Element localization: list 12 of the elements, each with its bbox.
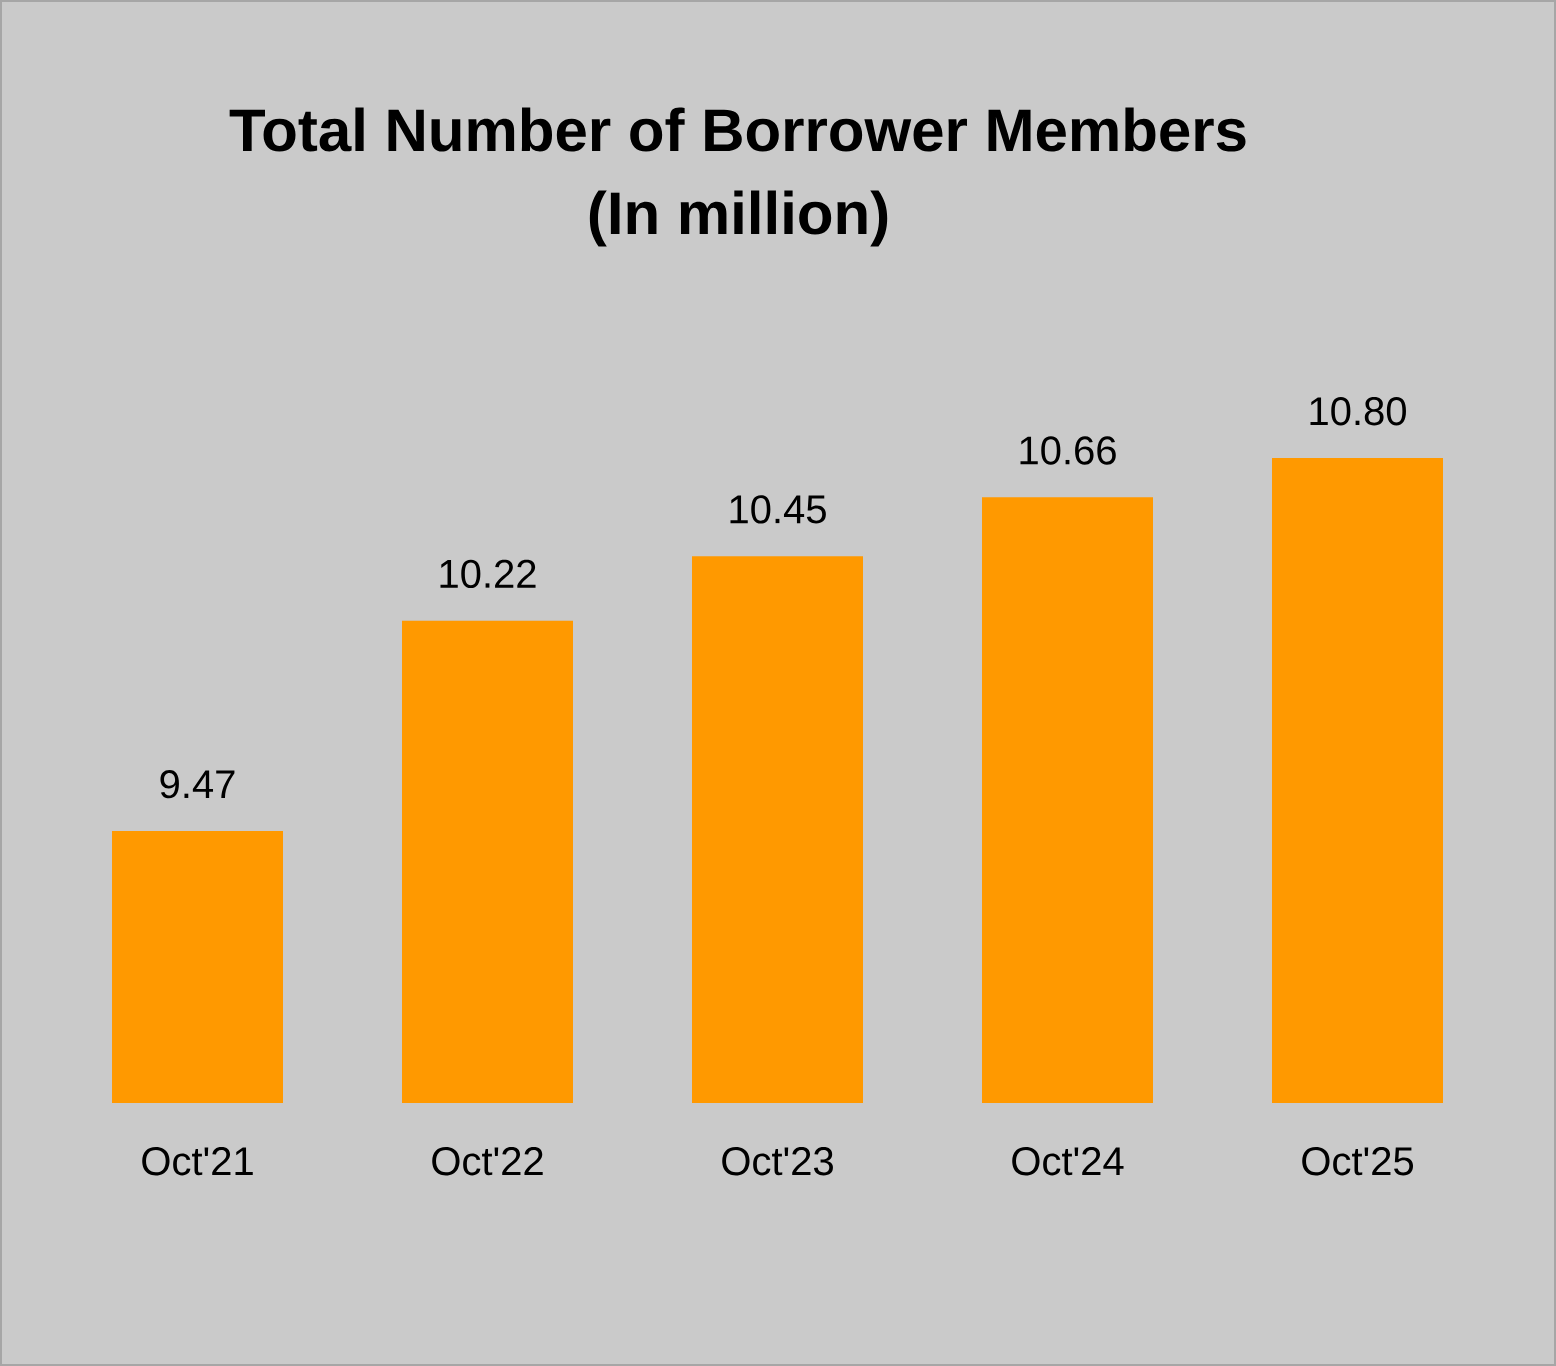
data-label: 10.45: [730, 495, 826, 524]
data-label: 10.22: [440, 559, 536, 589]
x-tick-label: Oct'23: [722, 1147, 833, 1176]
chart-subtitle: (In million): [589, 190, 888, 247]
data-label: 10.80: [1310, 397, 1406, 426]
x-tick-label: Oct'24: [1012, 1147, 1124, 1176]
x-tick-label: Oct'25: [1302, 1147, 1414, 1176]
x-tick-label: Oct'21: [142, 1147, 253, 1176]
chart-title: Total Number of Borrower Members: [229, 107, 1246, 152]
data-label: 10.66: [1020, 436, 1116, 465]
x-tick-label: Oct'22: [432, 1147, 543, 1176]
data-label: 9.47: [160, 770, 235, 799]
